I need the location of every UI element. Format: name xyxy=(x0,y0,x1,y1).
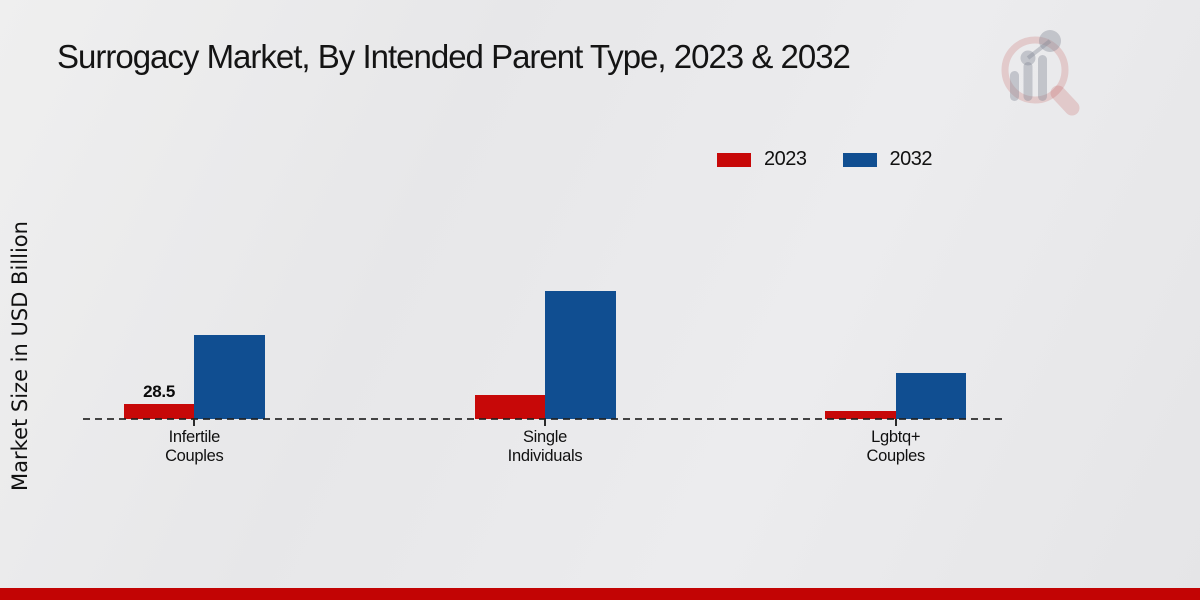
bar-single-individuals-2032 xyxy=(545,291,616,419)
legend-label-2032: 2032 xyxy=(889,148,933,170)
legend-swatch-2023 xyxy=(717,152,751,167)
bar-single-individuals-2023 xyxy=(474,395,545,419)
x-axis-label-lgbtq-couples: Lgbtq+ Couples xyxy=(866,428,925,465)
brand-logo xyxy=(992,24,1082,116)
bar-infertile-couples-2032 xyxy=(194,335,265,419)
chart-title: Surrogacy Market, By Intended Parent Typ… xyxy=(57,38,851,75)
magnifier-bar-chart-icon xyxy=(1001,30,1080,116)
legend-item-2023: 2023 xyxy=(717,148,807,171)
x-axis-tick-single-individuals xyxy=(544,419,546,426)
bar-lgbtq-couples-2023 xyxy=(825,411,896,419)
bar-value-label-infertile-couples-2023: 28.5 xyxy=(143,382,175,401)
legend: 2023 2032 xyxy=(717,148,932,171)
x-axis-tick-lgbtq-couples xyxy=(894,419,897,426)
legend-swatch-2032 xyxy=(842,152,877,167)
x-axis-tick-infertile-couples xyxy=(193,419,196,426)
x-axis-label-infertile-couples: Infertile Couples xyxy=(165,428,224,465)
bar-infertile-couples-2023 xyxy=(123,404,195,419)
bar-lgbtq-couples-2032 xyxy=(895,373,967,419)
footer-stripe xyxy=(0,588,1200,600)
legend-label-2023: 2023 xyxy=(764,148,807,170)
legend-item-2032: 2032 xyxy=(842,148,933,171)
x-axis-label-single-individuals: Single Individuals xyxy=(507,428,583,465)
